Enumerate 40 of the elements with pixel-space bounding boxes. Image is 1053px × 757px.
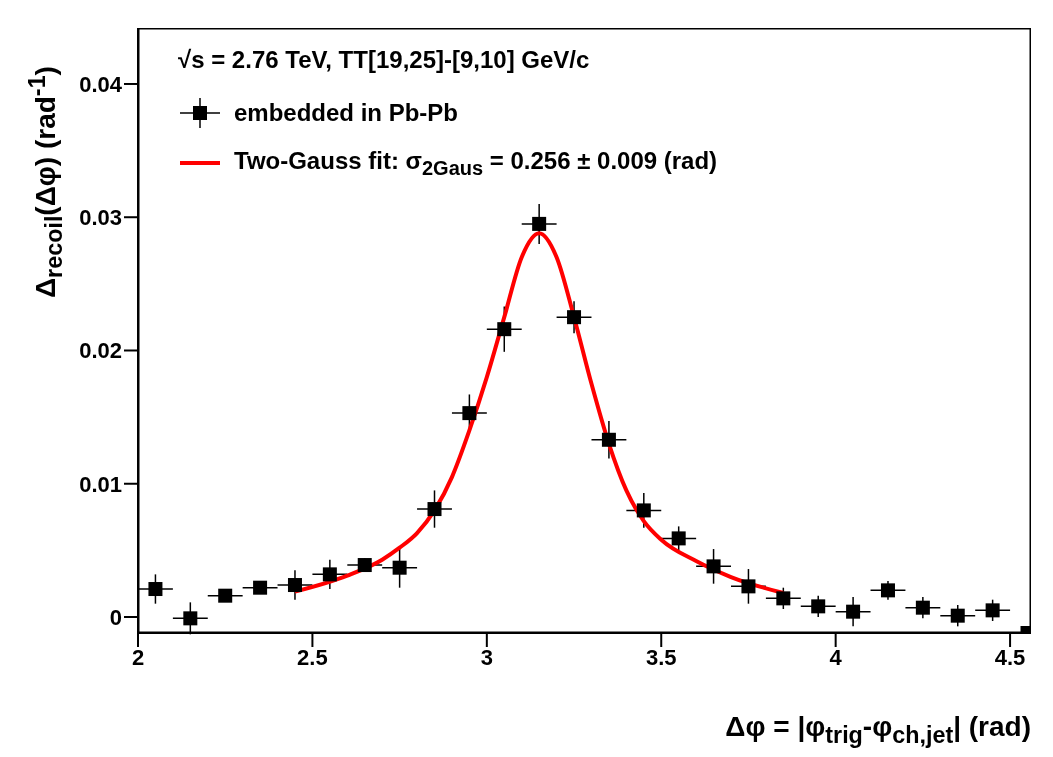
- point: [218, 588, 233, 603]
- point: [497, 322, 512, 337]
- y-tick-label: 0.04: [79, 71, 123, 97]
- point: [357, 558, 372, 573]
- x-tick-label: 2: [131, 644, 145, 670]
- y-tick-label: 0.03: [79, 205, 122, 231]
- x-tick-label: 3.5: [645, 644, 677, 670]
- point: [741, 579, 756, 594]
- x-axis-title: Δφ = |φ$_{trig}$-φ$_{ch,jet}$| (rad): [725, 711, 1031, 749]
- legend-label: Two-Gauss fit: σ$_{2Gaus}$ = 0.256 ± 0.009 (rad): [234, 146, 718, 180]
- legend-label: embedded in Pb-Pb: [234, 99, 459, 127]
- x-tick-label: 4.5: [994, 644, 1026, 670]
- point: [462, 406, 477, 421]
- point: [183, 611, 198, 626]
- point: [706, 559, 721, 574]
- point: [915, 600, 930, 615]
- point: [322, 567, 337, 582]
- point: [776, 591, 791, 606]
- point: [392, 560, 407, 575]
- point: [532, 216, 547, 231]
- point: [601, 432, 616, 447]
- point: [636, 503, 651, 518]
- point: [985, 603, 1000, 618]
- y-tick-label: 0.01: [79, 471, 122, 497]
- point: [846, 604, 861, 619]
- point: [253, 580, 268, 595]
- point: [148, 582, 163, 597]
- point: [880, 583, 895, 598]
- y-tick-label: 0.02: [79, 338, 122, 364]
- point: [671, 531, 686, 546]
- point: [287, 578, 302, 593]
- x-tick-label: 2.5: [297, 644, 328, 670]
- point: [567, 310, 582, 325]
- annotation: √s = 2.76 TeV, TT[19,25]-[9,10] GeV/c: [178, 46, 590, 74]
- y-tick-label: 0: [109, 604, 122, 630]
- x-tick-label: 3: [480, 644, 493, 670]
- point: [427, 502, 442, 517]
- x-tick-label: 4: [829, 644, 843, 670]
- point: [950, 608, 965, 623]
- point: [811, 599, 826, 614]
